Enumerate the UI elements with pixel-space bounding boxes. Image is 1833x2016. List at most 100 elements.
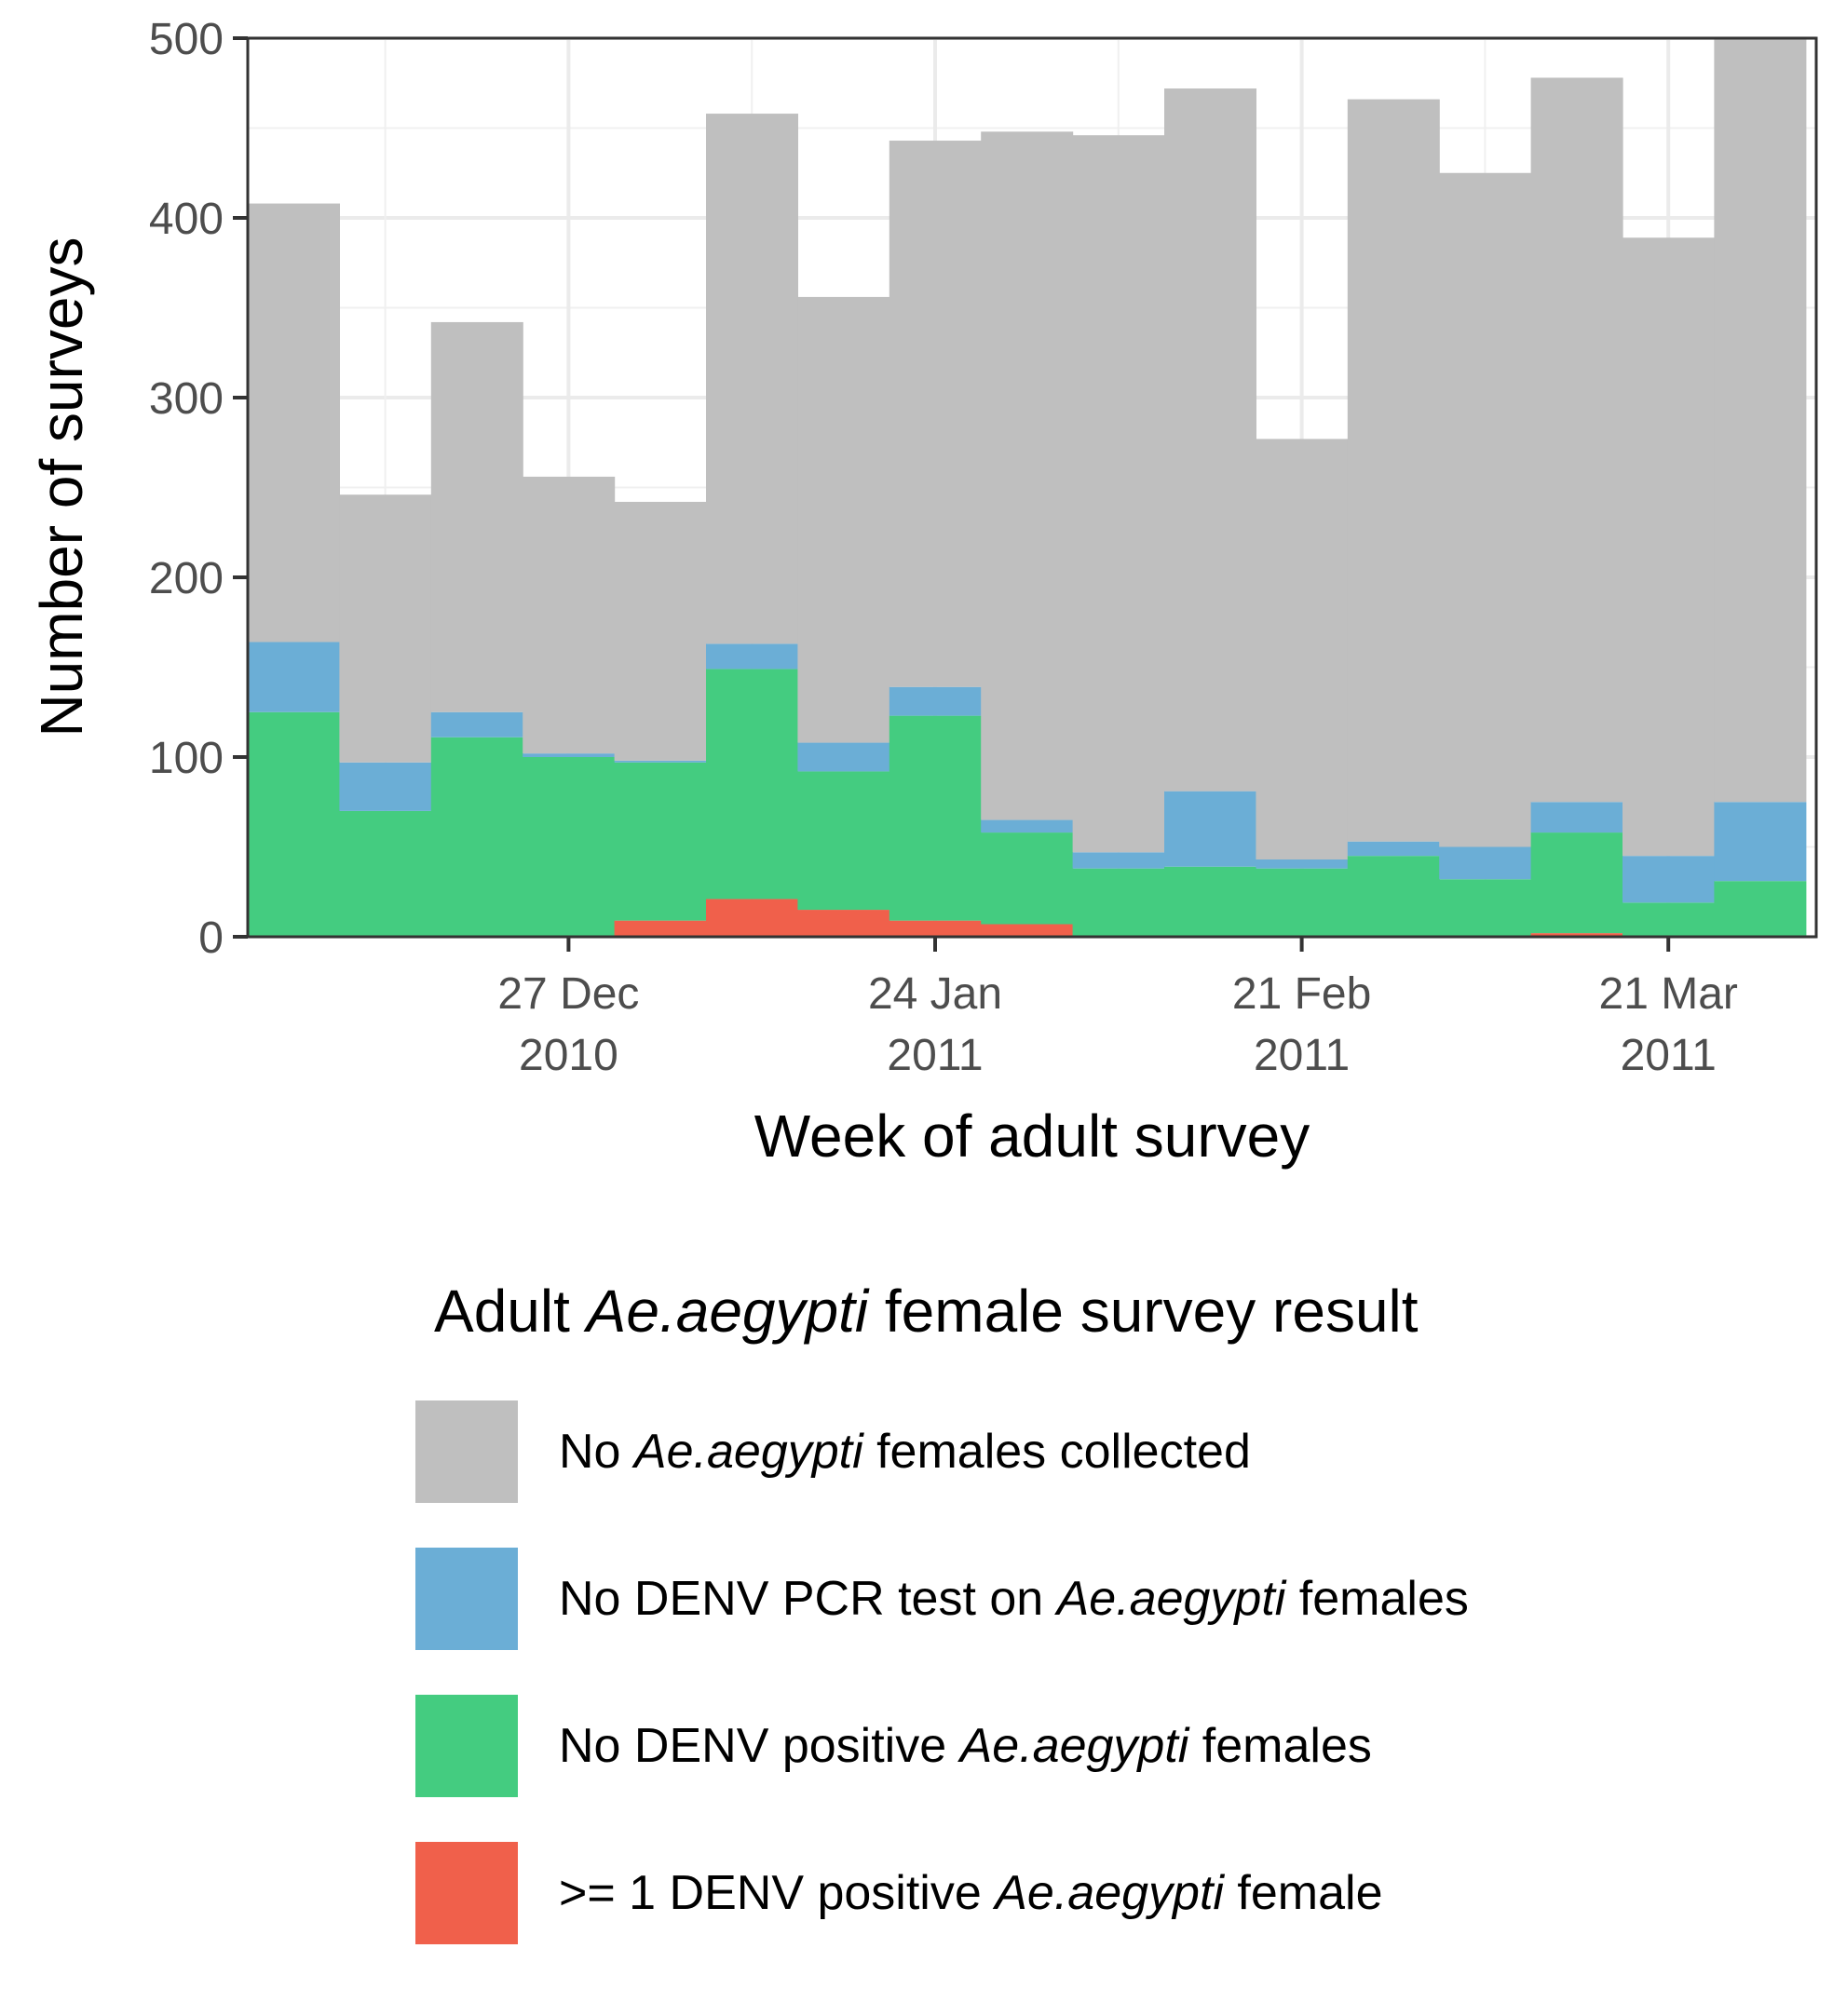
x-tick-label-line2: 2010 xyxy=(519,1031,618,1080)
bar-segment-s3-2010-12-06 xyxy=(248,203,340,643)
legend-label-part: Ae.aegypti xyxy=(631,1425,864,1479)
x-axis-title: Week of adult survey xyxy=(754,1103,1310,1170)
bar-segment-s1-2011-02-21 xyxy=(1256,868,1349,937)
bar-segment-s1-2011-01-03 xyxy=(614,762,707,921)
bar-segment-s0-2011-01-31 xyxy=(981,924,1074,937)
y-tick-label: 400 xyxy=(149,195,224,244)
legend-label-part: No DENV PCR test on xyxy=(559,1572,1057,1626)
legend-label-part: Ae.aegypti xyxy=(992,1866,1225,1920)
legend-key xyxy=(415,1548,518,1650)
legend-label-part: No xyxy=(559,1425,634,1479)
bar-segment-s1-2011-03-14 xyxy=(1530,832,1623,934)
bar-segment-s2-2011-03-14 xyxy=(1530,802,1623,833)
bar-segment-s3-2011-02-07 xyxy=(1072,135,1165,853)
bar-segment-s2-2011-02-07 xyxy=(1072,852,1165,869)
bar-segment-s2-2010-12-20 xyxy=(430,711,523,737)
bar-segment-s2-2011-01-24 xyxy=(889,686,982,716)
legend-label-part: females xyxy=(1188,1719,1372,1773)
bar-segment-s2-2011-03-07 xyxy=(1439,846,1532,880)
bar-segment-s0-2011-01-24 xyxy=(889,920,982,937)
bar-segment-s1-2010-12-20 xyxy=(430,737,523,937)
legend-label-part: Ae.aegypti xyxy=(1054,1572,1287,1626)
bar-segment-s2-2011-03-21 xyxy=(1623,856,1715,903)
bar-segment-s1-2011-01-31 xyxy=(981,832,1074,925)
y-tick-label: 0 xyxy=(198,913,224,963)
bar-segment-s0-2011-01-03 xyxy=(614,920,707,937)
x-tick-label-line2: 2011 xyxy=(1621,1031,1717,1080)
legend: Adult Ae.aegypti female survey result No … xyxy=(415,1278,1469,1944)
bar-segment-s2-2010-12-27 xyxy=(523,753,616,757)
bar-segment-s2-2011-02-21 xyxy=(1256,859,1349,869)
bar-segment-s1-2011-03-28 xyxy=(1714,881,1807,937)
bar-segment-s1-2011-01-24 xyxy=(889,715,982,921)
bar-segment-s2-2010-12-06 xyxy=(248,642,340,712)
x-tick-label-line1: 21 Mar xyxy=(1599,969,1738,1019)
bar-segment-s2-2011-01-03 xyxy=(614,760,707,763)
panel-border xyxy=(246,36,1818,939)
y-axis-title: Number of surveys xyxy=(28,237,95,737)
y-tick-label: 100 xyxy=(149,734,224,783)
bar-segment-s1-2011-01-17 xyxy=(797,771,890,911)
legend-label-part: female xyxy=(1224,1866,1383,1920)
bar-segment-s3-2011-01-31 xyxy=(981,131,1074,820)
bar-segment-s1-2011-03-21 xyxy=(1623,902,1715,937)
legend-title-part: female survey result xyxy=(868,1278,1419,1345)
bars xyxy=(248,38,1807,937)
x-tick-label-line2: 2011 xyxy=(1254,1031,1350,1080)
bar-segment-s1-2011-02-14 xyxy=(1164,866,1256,937)
bar-segment-s3-2011-02-14 xyxy=(1164,88,1256,792)
bar-segment-s1-2011-02-07 xyxy=(1072,868,1165,937)
bar-segment-s3-2011-01-24 xyxy=(889,141,982,687)
legend-key xyxy=(415,1400,518,1503)
legend-label-part: No DENV positive xyxy=(559,1719,960,1773)
legend-label: No Ae.aegypti females collected xyxy=(559,1425,1251,1479)
bar-segment-s3-2011-01-10 xyxy=(706,114,798,644)
bar-segment-s2-2011-01-31 xyxy=(981,819,1074,833)
bar-segment-s3-2010-12-27 xyxy=(523,476,616,754)
y-tick-label: 200 xyxy=(149,554,224,603)
legend-key xyxy=(415,1842,518,1944)
bar-segment-s1-2010-12-06 xyxy=(248,711,340,937)
legend-title-part: Adult xyxy=(434,1278,587,1345)
bar-segment-s2-2011-02-28 xyxy=(1347,841,1440,857)
bar-segment-s3-2011-03-28 xyxy=(1714,38,1807,803)
bar-segment-s3-2010-12-13 xyxy=(339,494,432,763)
legend-title: Adult Ae.aegypti female survey result xyxy=(434,1278,1419,1345)
legend-label: No DENV positive Ae.aegypti females xyxy=(559,1719,1372,1773)
bar-segment-s2-2011-02-14 xyxy=(1164,791,1256,867)
bar-segment-s2-2011-03-28 xyxy=(1714,802,1807,882)
x-tick-label-line2: 2011 xyxy=(887,1031,983,1080)
bar-segment-s3-2011-03-21 xyxy=(1623,237,1715,857)
x-tick-label-line1: 24 Jan xyxy=(868,969,1002,1019)
bar-segment-s3-2011-01-03 xyxy=(614,501,707,761)
bar-segment-s1-2010-12-13 xyxy=(339,810,432,937)
y-axis: 0 100 200 300 400 500 xyxy=(149,15,248,963)
bar-segment-s1-2011-02-28 xyxy=(1347,856,1440,937)
legend-label-part: females xyxy=(1285,1572,1469,1626)
legend-key xyxy=(415,1695,518,1797)
bar-segment-s3-2011-03-14 xyxy=(1530,77,1623,803)
legend-label-part: Ae.aegypti xyxy=(957,1719,1190,1773)
bar-segment-s3-2011-03-07 xyxy=(1439,172,1532,847)
y-tick-label: 300 xyxy=(149,374,224,424)
x-axis: 27 Dec 2010 24 Jan 2011 21 Feb 2011 21 Mar 2011 xyxy=(497,937,1738,1080)
bar-segment-s0-2011-01-10 xyxy=(706,899,798,937)
bar-segment-s2-2011-01-17 xyxy=(797,742,890,772)
legend-label: >= 1 DENV positive Ae.aegypti female xyxy=(559,1866,1383,1920)
bar-segment-s1-2011-03-07 xyxy=(1439,879,1532,937)
x-tick-label-line1: 27 Dec xyxy=(497,969,639,1019)
legend-label-part: >= 1 DENV positive xyxy=(559,1866,995,1920)
bar-segment-s2-2010-12-13 xyxy=(339,762,432,811)
bar-segment-s0-2011-01-17 xyxy=(797,910,890,937)
bar-segment-s0-2011-03-14 xyxy=(1530,933,1623,937)
bar-segment-s1-2011-01-10 xyxy=(706,669,798,900)
legend-title-part: Ae.aegypti xyxy=(583,1278,870,1345)
legend-label-part: females collected xyxy=(863,1425,1251,1479)
y-tick-label: 500 xyxy=(149,15,224,64)
legend-label: No DENV PCR test on Ae.aegypti females xyxy=(559,1572,1469,1626)
x-tick-label-line1: 21 Feb xyxy=(1232,969,1371,1019)
bar-segment-s1-2010-12-27 xyxy=(523,757,616,937)
bar-segment-s3-2011-01-17 xyxy=(797,296,890,743)
bar-segment-s3-2010-12-20 xyxy=(430,321,523,712)
